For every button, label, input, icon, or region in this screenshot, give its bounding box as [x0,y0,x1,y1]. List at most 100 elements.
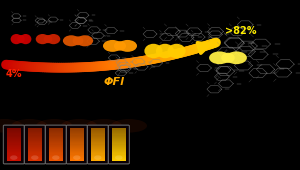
Bar [49,133,63,134]
Bar [70,137,84,138]
Bar [112,132,126,133]
Bar [49,160,63,161]
Bar [7,152,21,154]
Bar [28,148,42,149]
Bar [112,148,126,149]
Ellipse shape [221,53,235,63]
Bar [28,134,42,135]
Bar [112,153,126,155]
Bar [91,143,105,144]
Bar [49,137,63,138]
Bar [49,144,63,146]
Bar [7,137,21,138]
Bar [91,159,105,160]
Bar [70,147,84,148]
Bar [28,131,42,132]
Bar [28,135,42,137]
Ellipse shape [167,44,186,58]
Bar [49,146,63,147]
Bar [7,132,21,133]
Bar [49,132,63,133]
Bar [112,135,126,137]
Bar [28,157,42,158]
Bar [91,155,105,156]
Bar [91,142,105,143]
Bar [91,151,105,152]
Bar [49,149,63,150]
Ellipse shape [31,155,38,160]
Bar [49,152,63,154]
Bar [28,155,42,156]
Bar [49,130,63,131]
Bar [28,139,42,140]
Bar [28,146,42,147]
Bar [7,140,21,141]
Bar [70,133,84,134]
Bar [28,133,42,134]
Bar [112,138,126,139]
Bar [91,160,105,161]
Bar [70,131,84,132]
Ellipse shape [44,35,52,43]
Ellipse shape [114,41,126,51]
Bar [91,150,105,151]
Bar [112,150,126,151]
Bar [91,158,105,159]
Bar [112,129,126,130]
Bar [70,150,84,151]
Bar [7,150,21,151]
Bar [7,141,21,142]
Bar [7,138,21,139]
Bar [91,153,105,155]
FancyBboxPatch shape [66,125,87,164]
Ellipse shape [52,155,59,160]
Bar [70,156,84,157]
Bar [28,153,42,155]
Ellipse shape [11,34,22,44]
Bar [28,160,42,161]
Bar [70,141,84,142]
Bar [7,128,21,129]
Bar [112,141,126,142]
Bar [70,152,84,154]
Bar [49,155,63,156]
Bar [91,141,105,142]
Bar [7,158,21,159]
Bar [7,153,21,155]
Bar [91,156,105,157]
Bar [7,160,21,161]
Bar [49,141,63,142]
Bar [28,149,42,150]
Bar [49,140,63,141]
Bar [112,128,126,129]
Text: >82%: >82% [225,27,256,36]
Ellipse shape [226,51,247,64]
Bar [91,134,105,135]
Bar [70,159,84,160]
Ellipse shape [118,40,137,52]
Bar [112,158,126,159]
Ellipse shape [86,119,122,133]
Bar [91,148,105,149]
Ellipse shape [76,35,93,46]
Bar [70,148,84,149]
Ellipse shape [144,44,163,58]
Ellipse shape [61,119,97,133]
Bar [112,151,126,152]
Ellipse shape [94,155,101,160]
Ellipse shape [156,44,174,58]
Bar [70,135,84,137]
Bar [91,131,105,132]
Bar [91,147,105,148]
Bar [70,144,84,146]
Bar [49,148,63,149]
Bar [49,135,63,137]
Bar [112,149,126,150]
Bar [70,155,84,156]
Bar [28,140,42,141]
FancyBboxPatch shape [87,125,108,164]
Bar [7,130,21,131]
Ellipse shape [0,119,22,133]
Bar [70,129,84,130]
Ellipse shape [63,35,80,46]
